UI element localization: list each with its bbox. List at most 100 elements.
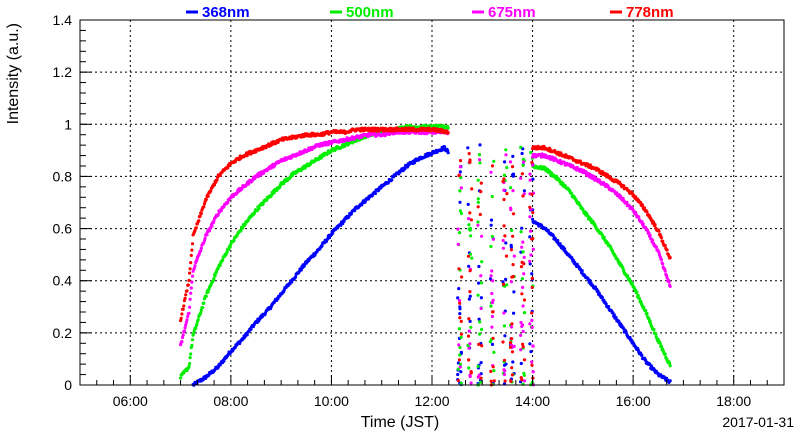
data-point	[272, 191, 276, 195]
data-point	[188, 362, 192, 366]
data-point	[648, 319, 652, 323]
data-point	[458, 209, 462, 213]
data-point	[458, 312, 462, 316]
data-point	[509, 248, 513, 252]
data-point	[195, 322, 199, 326]
data-point	[630, 282, 635, 286]
data-point	[299, 268, 303, 272]
data-point	[457, 358, 461, 362]
data-point	[628, 335, 632, 340]
data-point	[479, 306, 483, 311]
data-point	[490, 234, 494, 239]
data-point	[490, 310, 495, 314]
data-point	[189, 253, 193, 257]
data-point	[458, 301, 462, 305]
data-point	[503, 334, 507, 338]
data-point	[201, 306, 205, 310]
data-point	[190, 274, 195, 278]
data-point	[529, 350, 533, 354]
data-point	[668, 256, 672, 260]
data-point	[501, 179, 505, 184]
data-point	[199, 211, 203, 216]
data-point	[509, 208, 513, 212]
data-point	[246, 182, 251, 186]
data-point	[511, 154, 515, 158]
data-point	[508, 345, 513, 349]
data-point	[521, 240, 525, 244]
data-point	[520, 226, 524, 230]
x-tick-label: 06:00	[113, 393, 148, 409]
data-point	[622, 184, 626, 188]
data-point	[194, 326, 198, 330]
data-point	[255, 209, 259, 213]
data-point	[476, 178, 480, 182]
data-point	[529, 229, 533, 233]
data-point	[519, 376, 523, 380]
data-point	[390, 178, 394, 182]
data-point	[458, 159, 463, 163]
data-point	[502, 368, 506, 372]
data-point	[183, 326, 187, 330]
data-point	[199, 246, 203, 250]
data-point	[190, 343, 194, 348]
y-tick-label: 0.4	[53, 273, 73, 289]
data-point	[607, 305, 611, 309]
data-point	[467, 366, 471, 370]
data-point	[521, 194, 525, 198]
data-point	[490, 269, 494, 273]
data-point	[510, 228, 514, 232]
data-point	[212, 277, 216, 281]
data-point	[446, 126, 450, 130]
data-point	[216, 212, 220, 216]
data-point	[210, 224, 214, 228]
data-point	[502, 177, 506, 181]
data-point	[476, 197, 480, 201]
data-point	[654, 332, 658, 336]
data-point	[521, 163, 525, 168]
data-point	[206, 194, 210, 198]
data-point	[189, 286, 193, 290]
data-point	[492, 159, 496, 163]
data-point	[469, 218, 473, 222]
data-point	[530, 272, 534, 276]
data-point	[189, 261, 193, 265]
data-point	[519, 145, 523, 149]
data-point	[468, 158, 472, 162]
data-point	[459, 211, 463, 216]
y-tick-label: 1	[64, 116, 72, 132]
data-point	[456, 242, 460, 246]
data-point	[490, 342, 495, 346]
data-point	[505, 165, 509, 170]
data-point	[202, 205, 206, 209]
data-point	[458, 307, 462, 311]
data-point	[180, 340, 184, 344]
data-point	[470, 187, 474, 191]
data-point	[196, 318, 200, 322]
data-point	[489, 218, 494, 222]
data-point	[584, 170, 588, 174]
data-point	[659, 258, 664, 262]
data-point	[519, 230, 523, 234]
data-point	[476, 205, 480, 209]
data-point	[502, 372, 507, 377]
data-point	[467, 152, 471, 156]
data-point	[503, 379, 507, 383]
y-tick-label: 1.4	[53, 12, 73, 28]
data-point	[531, 247, 536, 251]
data-point	[477, 158, 482, 162]
data-point	[511, 360, 515, 364]
data-point	[512, 290, 516, 294]
data-point	[212, 183, 217, 187]
data-point	[530, 318, 534, 322]
data-point	[489, 244, 493, 249]
data-point	[249, 327, 253, 331]
data-point	[186, 283, 190, 287]
data-point	[509, 379, 513, 383]
data-point	[520, 245, 524, 249]
data-point	[199, 308, 203, 312]
data-point	[469, 381, 473, 385]
data-point	[326, 143, 330, 147]
data-point	[359, 129, 363, 133]
data-point	[468, 211, 472, 215]
data-point	[457, 327, 461, 331]
